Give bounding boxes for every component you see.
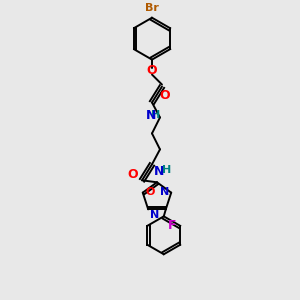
Text: N: N (150, 210, 159, 220)
Text: N: N (146, 109, 156, 122)
Text: O: O (147, 64, 157, 77)
Text: O: O (160, 89, 170, 102)
Text: Br: Br (145, 3, 159, 13)
Text: H: H (151, 110, 160, 121)
Text: O: O (128, 168, 138, 181)
Text: F: F (168, 219, 176, 232)
Text: N: N (160, 187, 169, 196)
Text: N: N (154, 165, 164, 178)
Text: O: O (146, 187, 155, 196)
Text: H: H (162, 165, 171, 175)
